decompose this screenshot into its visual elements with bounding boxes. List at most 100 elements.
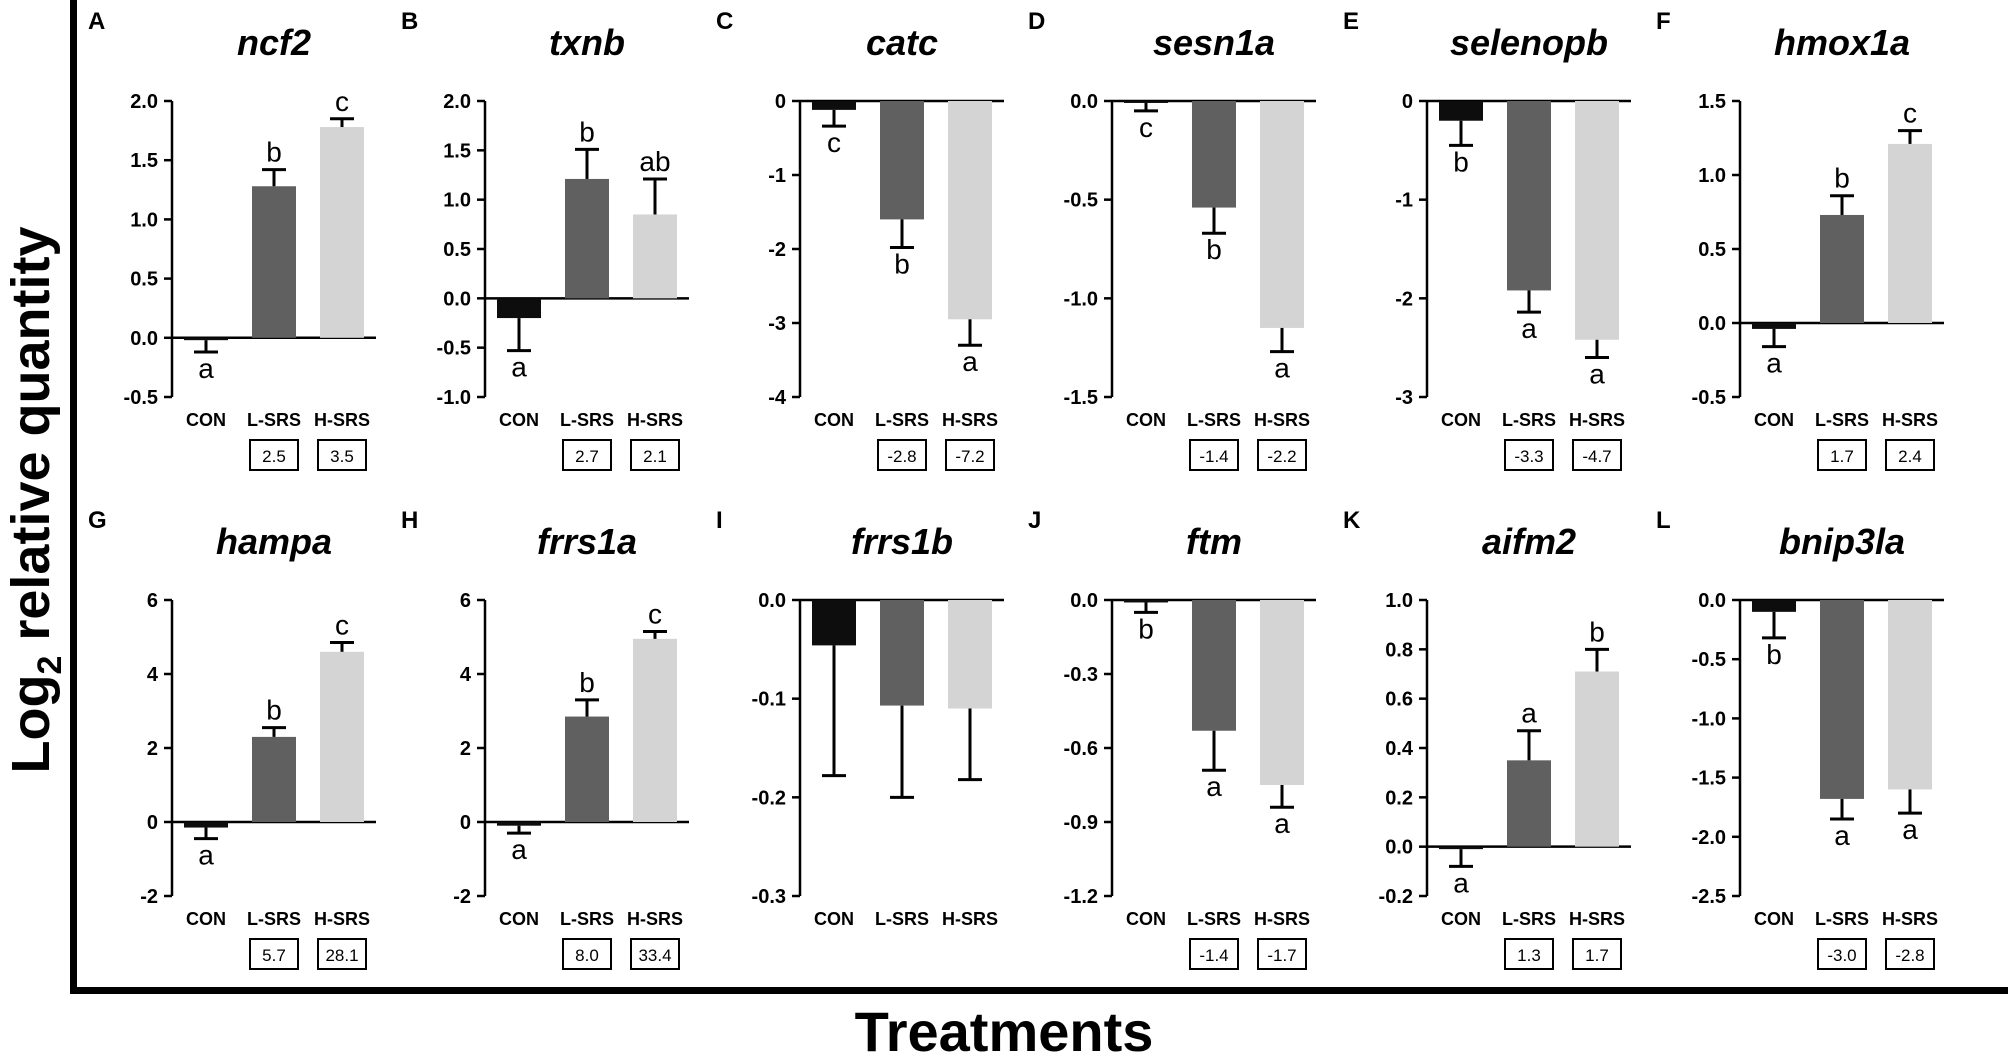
fold-change-value: -3.3	[1514, 447, 1543, 466]
y-tick-label: 2.0	[443, 91, 471, 113]
y-tick-label: -3	[1395, 387, 1413, 409]
y-tick-label: -1	[768, 165, 786, 187]
y-tick-label: 1.0	[1385, 590, 1413, 612]
bar-h-srs	[320, 127, 364, 338]
bar-l-srs	[880, 600, 924, 706]
bar-con	[497, 298, 541, 319]
significance-letter: b	[894, 249, 910, 280]
panel-title: frrs1b	[851, 521, 953, 562]
y-tick-label: -1.0	[1064, 288, 1098, 310]
significance-letter: c	[1139, 112, 1153, 143]
x-tick-label: H-SRS	[1569, 410, 1625, 430]
y-tick-label: 0.2	[1385, 787, 1413, 809]
panel-letter: B	[401, 8, 418, 35]
fold-change-box	[1257, 938, 1307, 970]
y-tick-label: 0.5	[130, 269, 158, 291]
y-tick-label: -1.0	[1692, 708, 1726, 730]
x-tick-label: L-SRS	[247, 410, 301, 430]
significance-letter: b	[1589, 616, 1605, 647]
y-tick-label: -0.5	[437, 338, 471, 360]
fold-change-box	[1572, 938, 1622, 970]
significance-letter: a	[1274, 353, 1290, 384]
x-tick-label: L-SRS	[1187, 909, 1241, 929]
fold-change-value: -7.2	[955, 447, 984, 466]
x-tick-label: H-SRS	[314, 909, 370, 929]
panel-letter: G	[88, 507, 107, 534]
significance-letter: c	[1903, 98, 1917, 129]
y-tick-label: 4	[460, 664, 472, 686]
y-tick-label: 1.5	[130, 150, 158, 172]
fold-change-box	[1189, 439, 1239, 471]
y-tick-label: -2	[453, 886, 471, 908]
panel-title: selenopb	[1450, 22, 1608, 63]
y-tick-label: 0	[460, 812, 471, 834]
y-tick-label: 0	[1402, 91, 1413, 113]
bar-l-srs	[565, 178, 609, 299]
y-tick-label: -2.5	[1692, 886, 1726, 908]
bar-con	[1752, 600, 1796, 612]
significance-letter: a	[1834, 820, 1850, 851]
significance-letter: a	[198, 840, 214, 871]
significance-letter: a	[1206, 771, 1222, 802]
fold-change-value: -3.0	[1827, 946, 1856, 965]
fold-change-value: 3.5	[330, 447, 354, 466]
figure-frame	[70, 0, 2008, 994]
bar-h-srs	[1260, 600, 1304, 785]
fold-change-value: -2.8	[1895, 946, 1924, 965]
x-tick-label: H-SRS	[1882, 909, 1938, 929]
x-tick-label: L-SRS	[1502, 909, 1556, 929]
bar-h-srs	[1888, 143, 1932, 323]
fold-change-box	[249, 938, 299, 970]
y-tick-label: 0	[775, 91, 786, 113]
significance-letter: a	[1521, 313, 1537, 344]
bar-h-srs	[320, 651, 364, 822]
bar-con	[1439, 101, 1483, 121]
panel-letter: H	[401, 507, 418, 534]
fold-change-value: 2.7	[575, 447, 599, 466]
y-tick-label: -0.5	[1692, 649, 1726, 671]
y-tick-label: -0.6	[1064, 738, 1098, 760]
panel-title: frrs1a	[537, 521, 637, 562]
y-tick-label: 1.0	[443, 190, 471, 212]
fold-change-value: 1.3	[1517, 946, 1541, 965]
significance-letter: c	[335, 86, 349, 117]
fold-change-box	[1817, 938, 1867, 970]
significance-letter: b	[1766, 639, 1782, 670]
bar-l-srs	[252, 736, 296, 822]
y-tick-label: 0	[147, 812, 158, 834]
significance-letter: b	[1138, 613, 1154, 644]
fold-change-value: -2.8	[887, 447, 916, 466]
fold-change-box	[1817, 439, 1867, 471]
y-tick-label: 2	[147, 738, 158, 760]
x-tick-label: L-SRS	[247, 909, 301, 929]
bar-l-srs	[1820, 214, 1864, 323]
y-tick-label: 0.6	[1385, 689, 1413, 711]
bar-l-srs	[252, 186, 296, 338]
fold-change-value: -4.7	[1582, 447, 1611, 466]
fold-change-box	[1885, 439, 1935, 471]
panel-letter: I	[716, 507, 723, 534]
y-tick-label: 0.0	[1698, 590, 1726, 612]
x-tick-label: L-SRS	[1187, 410, 1241, 430]
y-tick-label: -1.2	[1064, 886, 1098, 908]
fold-change-box	[317, 439, 367, 471]
bar-h-srs	[633, 214, 677, 299]
fold-change-box	[1257, 439, 1307, 471]
x-tick-label: H-SRS	[1569, 909, 1625, 929]
x-tick-label: H-SRS	[942, 909, 998, 929]
y-tick-label: 1.0	[1698, 165, 1726, 187]
y-tick-label: 0.0	[443, 288, 471, 310]
x-tick-label: H-SRS	[1254, 909, 1310, 929]
panel-title: sesn1a	[1153, 22, 1275, 63]
x-tick-label: CON	[1126, 909, 1166, 929]
y-tick-label: 0.4	[1385, 738, 1414, 760]
fold-change-box	[945, 439, 995, 471]
significance-letter: b	[579, 667, 595, 698]
